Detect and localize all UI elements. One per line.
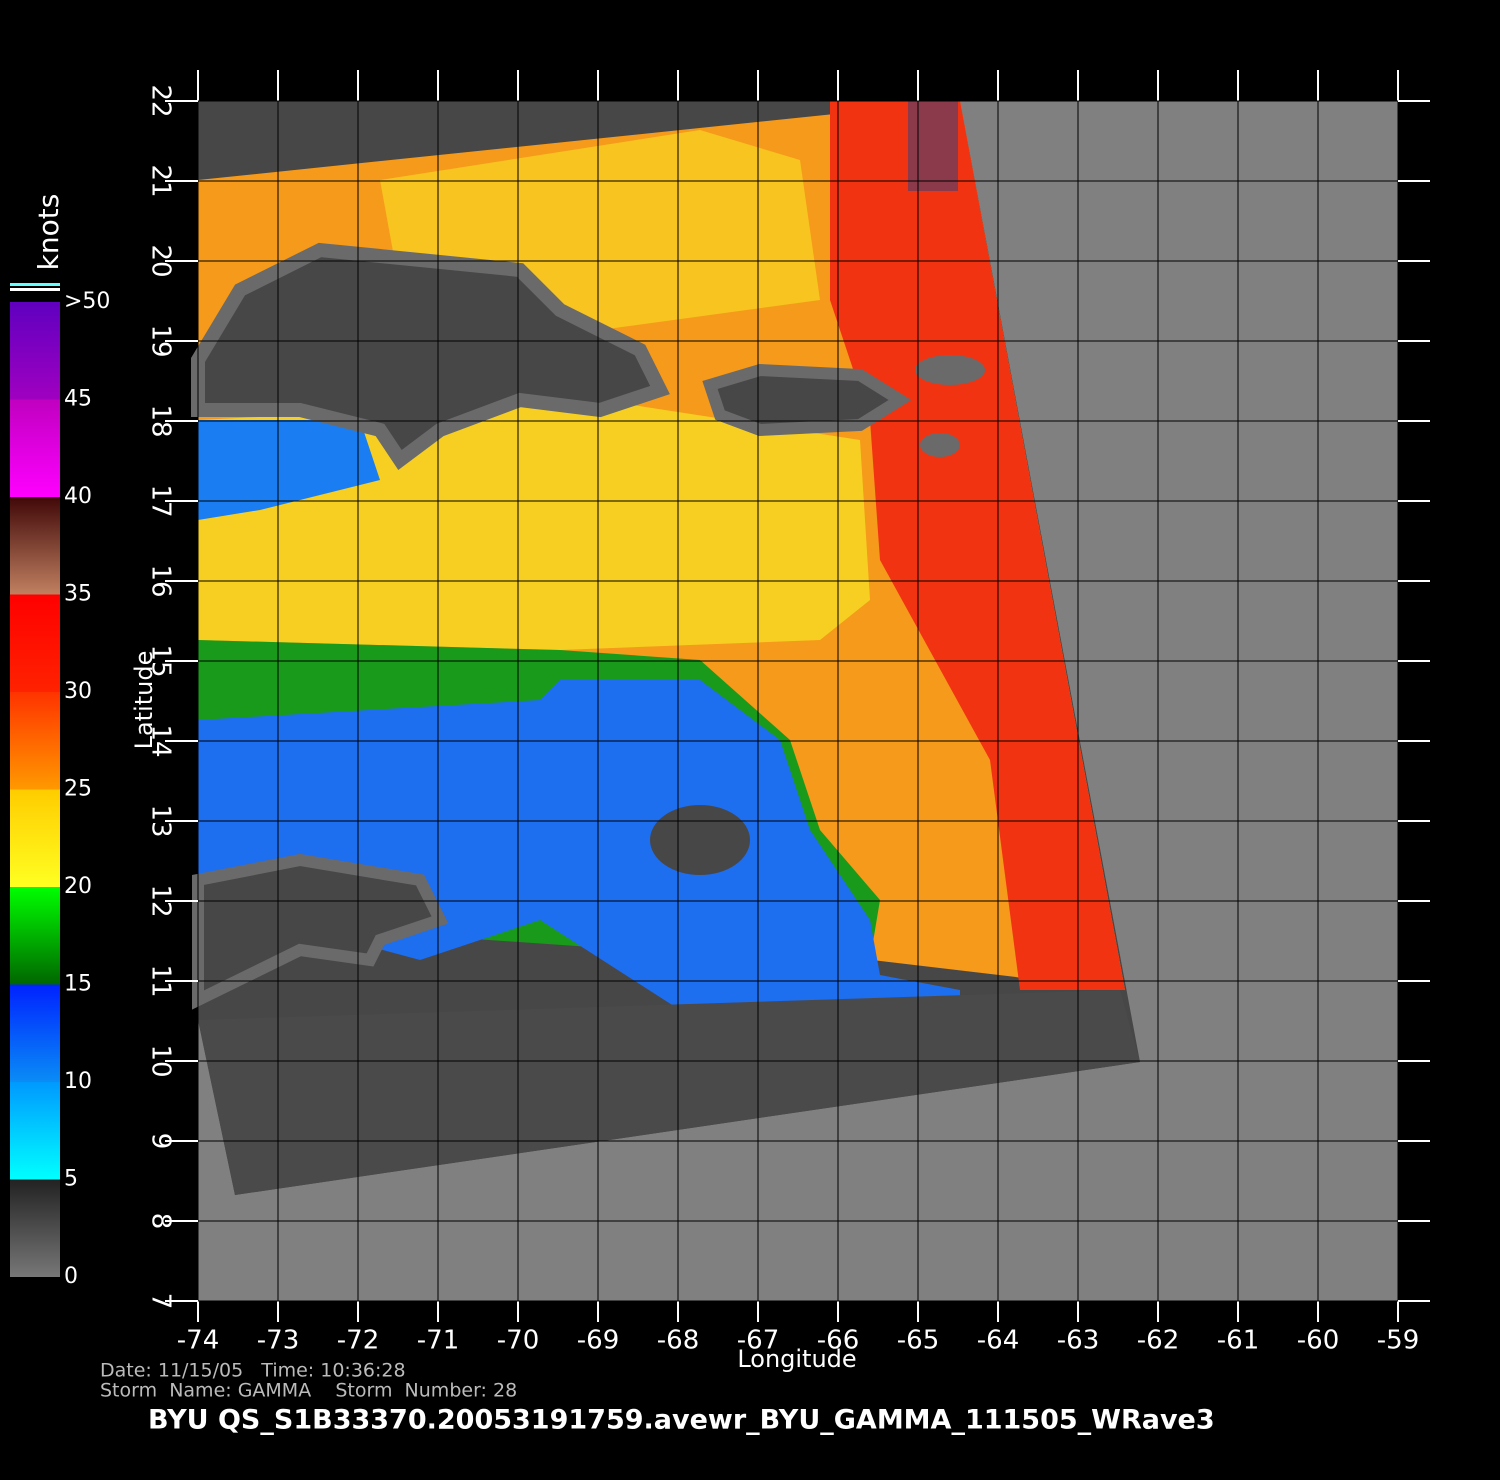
colorbar-segment: [10, 399, 60, 497]
colorbar-segment: [10, 302, 60, 400]
colorbar-segment: [10, 789, 60, 887]
x-tick-label: -66: [817, 1326, 859, 1356]
colorbar-unit: knots: [32, 194, 65, 271]
x-tick-label: -63: [1057, 1326, 1099, 1356]
land: [915, 355, 985, 385]
y-tick-label: 7: [146, 1293, 176, 1310]
colorbar-segment: [10, 1179, 60, 1277]
y-tick-label: 8: [146, 1213, 176, 1230]
y-tick-label: 18: [146, 404, 176, 437]
wind-blue: [198, 680, 960, 1040]
date-line: Date: 11/15/05 Time: 10:36:28: [100, 1360, 406, 1382]
colorbar: 0 5 10 15 20 25 30 35 40 45 >50: [10, 283, 110, 1289]
calm-patch: [650, 805, 750, 875]
colorbar-label: 20: [64, 874, 92, 899]
y-tick-label: 10: [146, 1044, 176, 1077]
y-tick-label: 13: [146, 804, 176, 837]
colorbar-label: 15: [64, 972, 92, 997]
colorbar-label: 0: [64, 1264, 78, 1289]
colorbar-segment: [10, 984, 60, 1082]
y-tick-label: 11: [146, 964, 176, 997]
y-tick-label: 16: [146, 564, 176, 597]
colorbar-segment: [10, 594, 60, 692]
y-tick-label: 12: [146, 884, 176, 917]
y-tick-label: 20: [146, 244, 176, 277]
colorbar-label: >50: [64, 289, 110, 314]
colorbar-segment: [10, 497, 60, 595]
file-name: BYU QS_S1B33370.20053191759.avewr_BYU_GA…: [148, 1405, 1215, 1436]
x-tick-label: -59: [1377, 1326, 1419, 1356]
y-tick-label: 15: [146, 644, 176, 677]
x-tick-label: -71: [417, 1326, 459, 1356]
colorbar-label: 40: [64, 484, 92, 509]
x-tick-label: -68: [657, 1326, 699, 1356]
colorbar-segment: [10, 887, 60, 985]
y-axis-label: Latitude: [130, 651, 158, 750]
colorbar-label: 30: [64, 679, 92, 704]
colorbar-label: 35: [64, 582, 92, 607]
x-tick-label: -69: [577, 1326, 619, 1356]
colorbar-label: 45: [64, 387, 92, 412]
colorbar-label: 10: [64, 1069, 92, 1094]
swath-edge: [198, 990, 1140, 1195]
x-tick-label: -60: [1297, 1326, 1339, 1356]
wind-blue: [198, 420, 380, 520]
land: [191, 242, 670, 471]
storm-line: Storm Name: GAMMA Storm Number: 28: [100, 1380, 517, 1402]
y-tick-label: 19: [146, 324, 176, 357]
x-tick-label: -72: [337, 1326, 379, 1356]
land: [920, 433, 960, 457]
colorbar-label: 5: [64, 1167, 78, 1192]
colorbar-cap: [10, 288, 60, 291]
x-tick-label: -62: [1137, 1326, 1179, 1356]
wind-high: [908, 101, 958, 191]
land: [192, 853, 449, 1010]
colorbar-segment: [10, 1082, 60, 1180]
colorbar-label: 25: [64, 777, 92, 802]
y-tick-label: 14: [146, 724, 176, 757]
wind-red: [830, 101, 1125, 990]
y-tick-label: 22: [146, 84, 176, 117]
x-axis-label: Longitude: [737, 1345, 856, 1373]
x-tick-label: -64: [977, 1326, 1019, 1356]
x-tick-label: -74: [177, 1326, 219, 1356]
colorbar-cap: [10, 283, 60, 286]
x-tick-label: -67: [737, 1326, 779, 1356]
x-tick-label: -73: [257, 1326, 299, 1356]
x-tick-label: -65: [897, 1326, 939, 1356]
x-tick-label: -61: [1217, 1326, 1259, 1356]
y-tick-label: 17: [146, 484, 176, 517]
y-tick-label: 9: [146, 1133, 176, 1150]
map-field: [191, 101, 1398, 1301]
y-tick-label: 21: [146, 164, 176, 197]
grid: -74 -73 -72 -71 -70 -69 -68 -67 -66 -65 -64 -63 -62 -…: [146, 70, 1430, 1356]
x-tick-label: -70: [497, 1326, 539, 1356]
colorbar-segment: [10, 692, 60, 790]
